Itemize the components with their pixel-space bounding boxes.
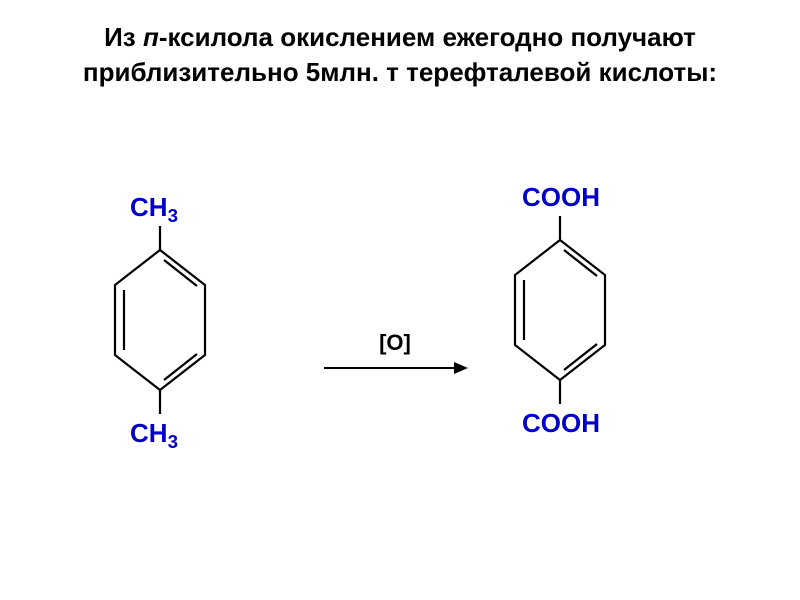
title-rest: -ксилола окислением ежегодно получают пр… xyxy=(83,22,717,87)
arrow-label: [O] xyxy=(320,330,470,356)
reaction-arrow xyxy=(320,356,470,380)
product-top-substituent: COOH xyxy=(522,182,600,213)
reactant-top-group: CH xyxy=(130,192,168,222)
title-prefix: Из xyxy=(104,22,143,52)
reactant-bottom-substituent: CH3 xyxy=(130,418,178,453)
product-ring xyxy=(490,210,630,410)
reaction-arrow-group: [O] xyxy=(320,330,470,390)
product-bottom-group: COOH xyxy=(522,408,600,438)
title-italic: п xyxy=(143,22,159,52)
product-top-group: COOH xyxy=(522,182,600,212)
reactant-ring xyxy=(90,220,230,420)
title-text: Из п-ксилола окислением ежегодно получаю… xyxy=(60,20,740,90)
product-bottom-substituent: COOH xyxy=(522,408,600,439)
reactant-bottom-group: CH xyxy=(130,418,168,448)
reactant-bottom-sub: 3 xyxy=(168,431,178,452)
reaction-diagram: CH3 CH3 [O] xyxy=(0,200,800,520)
